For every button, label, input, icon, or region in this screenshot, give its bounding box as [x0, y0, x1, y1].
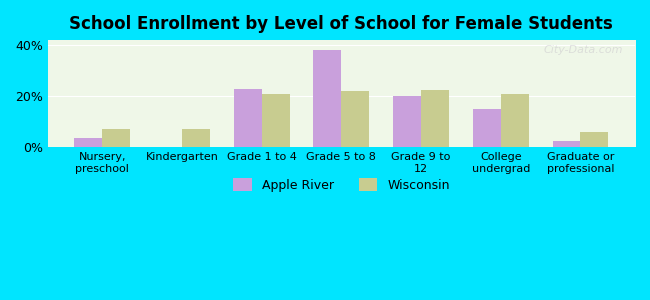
Legend: Apple River, Wisconsin: Apple River, Wisconsin — [228, 173, 455, 196]
Bar — [182, 129, 210, 147]
Title: School Enrollment by Level of School for Female Students: School Enrollment by Level of School for… — [70, 15, 613, 33]
Bar — [262, 94, 289, 147]
Bar — [580, 132, 608, 147]
Bar — [552, 141, 580, 147]
Bar — [500, 94, 528, 147]
Bar — [102, 129, 130, 147]
Bar — [473, 109, 501, 147]
Bar — [421, 90, 449, 147]
Bar — [313, 50, 341, 147]
Bar — [234, 88, 262, 147]
Text: City-Data.com: City-Data.com — [544, 46, 623, 56]
Bar — [393, 96, 421, 147]
Bar — [75, 138, 102, 147]
Bar — [341, 91, 369, 147]
